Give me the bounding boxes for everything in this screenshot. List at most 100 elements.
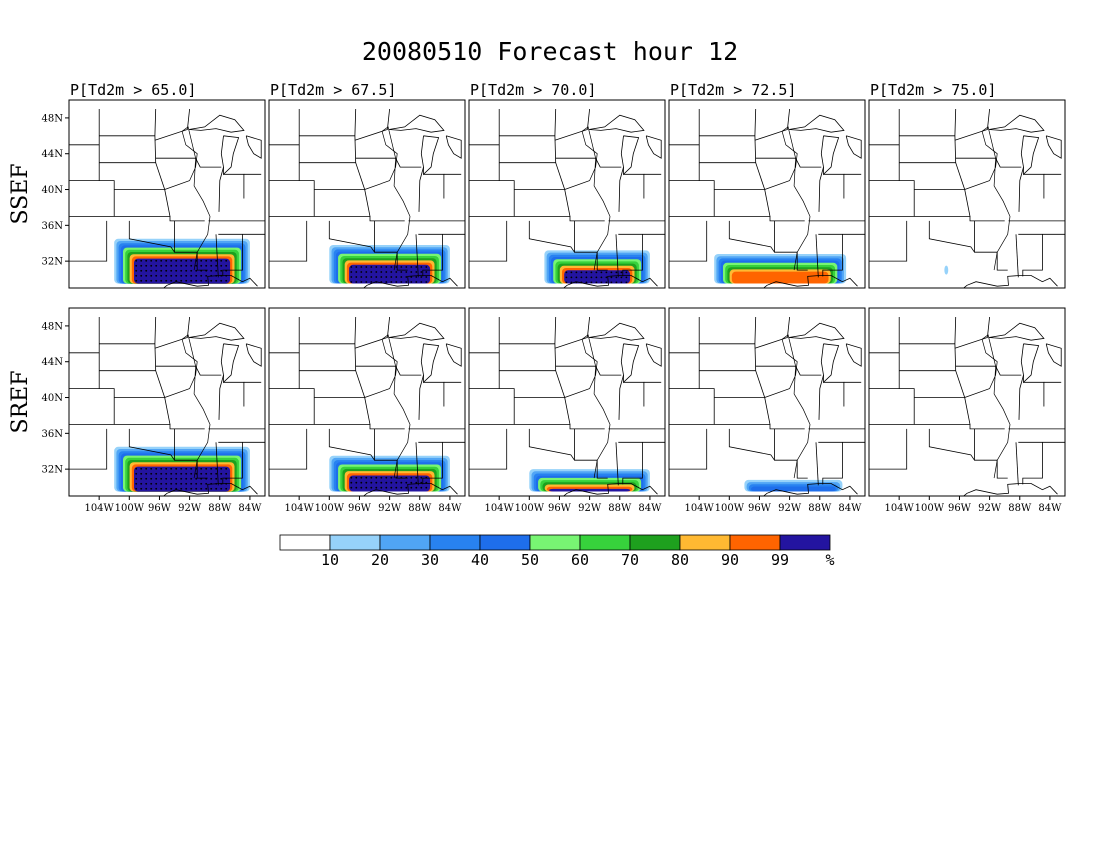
lon-tick-label: 88W (408, 503, 432, 514)
map-panel-sref-0: 48N 44N 40N 36N 32N 104W 100W 96W 92W 88W 84W (42, 307, 266, 514)
colorbar-bin-80 (679, 534, 731, 551)
colorbar-label: 10 (321, 551, 339, 569)
lon-tick-label: 92W (978, 503, 1002, 514)
colorbar-bin-20 (379, 534, 431, 551)
lon-tick-label: 96W (348, 503, 372, 514)
river (564, 334, 611, 479)
colorbar-label: 90 (721, 551, 739, 569)
prob-contour-40 (751, 486, 836, 492)
lon-tick-label: 84W (1038, 503, 1062, 514)
colorbar-label: 70 (621, 551, 639, 569)
lon-tick-label: 100W (315, 503, 345, 514)
map-boundaries (69, 108, 265, 288)
panel-title: P[Td2m > 75.0] (870, 81, 996, 99)
colorbar-label: 99 (771, 551, 789, 569)
row-label-ssef: SSEF (8, 163, 33, 224)
colorbar-label: 60 (571, 551, 589, 569)
lon-tick-label: 92W (178, 503, 202, 514)
prob-contour-90 (731, 271, 829, 284)
lon-tick-label: 84W (638, 503, 662, 514)
lon-tick-label: 104W (484, 503, 514, 514)
map-boundaries (269, 108, 465, 288)
colorbar-label: 50 (521, 551, 539, 569)
map-panel-ssef-3: P[Td2m > 72.5] (668, 81, 866, 289)
colorbar-bin-40 (479, 534, 531, 551)
map-frame (68, 99, 266, 289)
lon-tick-label: 100W (115, 503, 145, 514)
colorbar-unit: % (825, 551, 834, 569)
map-panel-ssef-1: P[Td2m > 67.5] (268, 81, 466, 289)
map-panel-ssef-4: P[Td2m > 75.0] (868, 81, 1066, 289)
lon-tick-label: 88W (808, 503, 832, 514)
river (164, 126, 211, 271)
stipple-area (350, 266, 428, 283)
lon-tick-label: 104W (84, 503, 114, 514)
lon-tick-label: 96W (548, 503, 572, 514)
colorbar-bin-99 (779, 534, 831, 551)
prob-contour-99 (134, 466, 231, 492)
colorbar: 10 20 30 40 50 60 70 80 90 99% (279, 534, 835, 569)
map-panel-sref-1: 104W 100W 96W 92W 88W 84W (268, 307, 466, 514)
map-panel-sref-4: 104W 100W 96W 92W 88W 84W (868, 307, 1066, 514)
colorbar-label: 20 (371, 551, 389, 569)
panel-title: P[Td2m > 65.0] (70, 81, 196, 99)
lon-tick-label: 84W (838, 503, 862, 514)
lon-tick-label: 100W (915, 503, 945, 514)
river (764, 126, 811, 271)
river (964, 334, 1011, 479)
colorbar-label: 30 (421, 551, 439, 569)
river (364, 126, 411, 271)
map-boundaries (869, 108, 1065, 288)
colorbar-bin-10 (329, 534, 381, 551)
colorbar-bin-0 (279, 534, 331, 551)
lon-tick-label: 96W (748, 503, 772, 514)
river (364, 334, 411, 479)
river (764, 334, 811, 479)
map-boundaries (469, 316, 665, 496)
map-boundaries (869, 316, 1065, 496)
colorbar-bin-30 (429, 534, 481, 551)
map-frame (268, 307, 466, 497)
lat-tick-label: 32N (42, 257, 64, 268)
map-panel-sref-2: 104W 100W 96W 92W 88W 84W (468, 307, 666, 514)
lon-tick-label: 96W (148, 503, 172, 514)
prob-contour-99 (134, 258, 231, 284)
map-frame (868, 99, 1066, 289)
map-frame (668, 307, 866, 497)
lon-tick-label: 84W (238, 503, 262, 514)
prob-contour-10 (944, 265, 949, 275)
map-frame (468, 307, 666, 497)
lon-tick-label: 84W (438, 503, 462, 514)
map-frame (868, 307, 1066, 497)
lat-tick-label: 36N (42, 221, 64, 232)
colorbar-bin-50 (529, 534, 581, 551)
map-panel-sref-3: 104W 100W 96W 92W 88W 84W (668, 307, 866, 514)
map-boundaries (69, 316, 265, 496)
row-label-sref: SREF (8, 371, 33, 434)
prob-contour-99 (549, 488, 631, 492)
lon-tick-label: 92W (578, 503, 602, 514)
lat-tick-label: 44N (42, 149, 64, 160)
lon-tick-label: 88W (1008, 503, 1032, 514)
lat-tick-label: 32N (42, 465, 64, 476)
lat-tick-label: 48N (42, 321, 64, 332)
panel-grid: SSEF P[Td2m > 65.0] 48N 44N 40N 36N 32N P[Td2m … (8, 81, 1066, 514)
lat-tick-label: 40N (42, 185, 64, 196)
panel-title: P[Td2m > 70.0] (470, 81, 596, 99)
lon-tick-label: 96W (948, 503, 972, 514)
river (164, 334, 211, 479)
lat-tick-label: 48N (42, 113, 64, 124)
map-frame (68, 307, 266, 497)
lon-tick-label: 100W (715, 503, 745, 514)
lat-tick-label: 40N (42, 393, 64, 404)
prob-contour-99 (564, 270, 631, 284)
map-frame (468, 99, 666, 289)
lat-tick-label: 36N (42, 429, 64, 440)
prob-contour-99 (349, 475, 431, 492)
colorbar-bin-70 (629, 534, 681, 551)
map-background (869, 100, 1065, 288)
lon-tick-label: 88W (608, 503, 632, 514)
prob-contour-99 (349, 264, 431, 284)
lon-tick-label: 100W (515, 503, 545, 514)
lat-tick-label: 44N (42, 357, 64, 368)
